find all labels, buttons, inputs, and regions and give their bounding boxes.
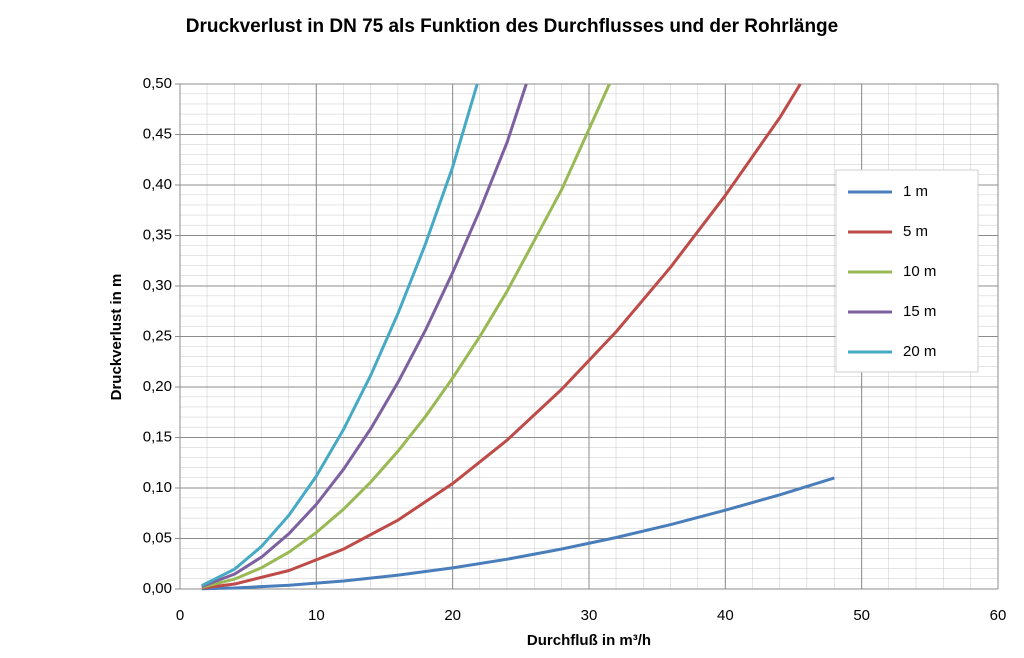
x-tick-label: 10 — [308, 607, 325, 624]
legend-label: 5 m — [903, 223, 928, 240]
line-series — [201, 83, 528, 588]
legend-label: 15 m — [903, 303, 936, 320]
y-tick-label: 0,30 — [143, 277, 172, 294]
x-axis-title: Durchfluß in m³/h — [527, 632, 651, 649]
x-tick-label: 20 — [444, 607, 461, 624]
y-tick-label: 0,20 — [143, 378, 172, 395]
y-tick-label: 0,15 — [143, 428, 172, 445]
y-tick-label: 0,05 — [143, 529, 172, 546]
x-tick-label: 40 — [717, 607, 734, 624]
line-series — [201, 83, 802, 590]
y-tick-label: 0,10 — [143, 479, 172, 496]
line-series — [201, 476, 835, 591]
x-tick-label: 50 — [853, 607, 870, 624]
chart-title: Druckverlust in DN 75 als Funktion des D… — [186, 16, 838, 37]
y-tick-label: 0,50 — [143, 75, 172, 92]
plot-area — [179, 83, 999, 591]
x-tick-label: 0 — [176, 607, 184, 624]
x-tick-label: 30 — [581, 607, 598, 624]
y-tick-label: 0,35 — [143, 226, 172, 243]
x-tick-label: 60 — [990, 607, 1007, 624]
line-series — [201, 83, 611, 589]
y-tick-label: 0,25 — [143, 327, 172, 344]
y-tick-label: 0,40 — [143, 176, 172, 193]
legend-label: 10 m — [903, 263, 936, 280]
y-tick-label: 0,45 — [143, 125, 172, 142]
line-series — [201, 83, 479, 587]
y-axis-title: Druckverlust in m — [108, 274, 125, 401]
legend-label: 1 m — [903, 183, 928, 200]
legend-label: 20 m — [903, 343, 936, 360]
y-tick-label: 0,00 — [143, 580, 172, 597]
